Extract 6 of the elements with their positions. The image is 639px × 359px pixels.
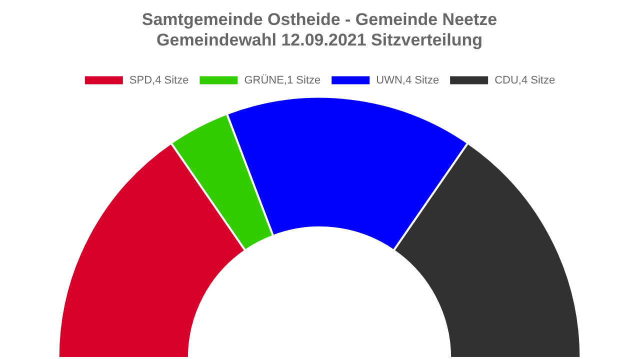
- legend-label: GRÜNE,1 Sitze: [244, 73, 321, 86]
- legend-label: SPD,4 Sitze: [129, 74, 189, 86]
- legend-label: CDU,4 Sitze: [494, 74, 556, 86]
- text: Samtgemeinde Ostheide - Gemeinde Neetze: [142, 10, 498, 29]
- legend-label: UWN,4 Sitze: [376, 74, 440, 86]
- text: Gemeindewahl 12.09.2021 Sitzverteilung: [156, 30, 482, 50]
